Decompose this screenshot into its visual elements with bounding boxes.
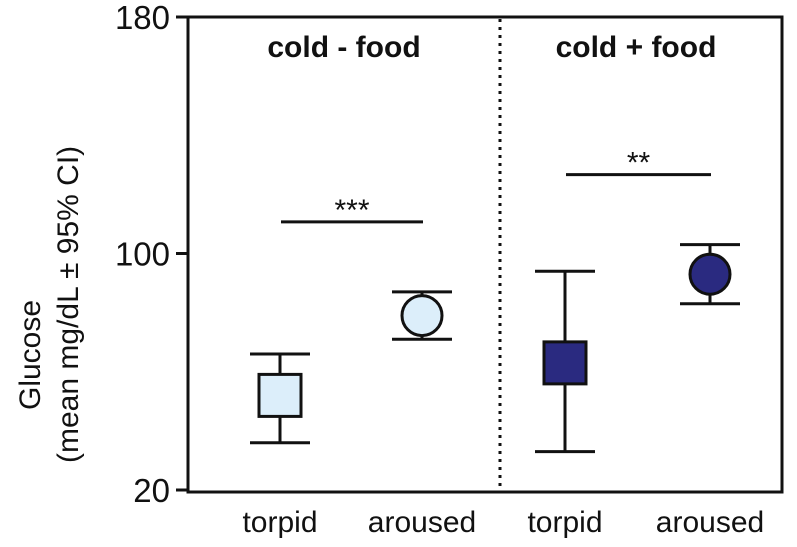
panel-title: cold + food: [556, 31, 717, 64]
mean-marker-square: [542, 340, 588, 386]
data-point-torpid: [250, 352, 310, 445]
y-tick-label: 100: [115, 236, 170, 273]
category-label: torpid: [242, 506, 317, 539]
significance-label: **: [627, 147, 651, 180]
panels: cold - food torpid aroused *** cold + food to…: [242, 31, 764, 539]
data-point-aroused: [680, 243, 740, 306]
significance-label: ***: [334, 194, 369, 227]
plot-area-border: [186, 15, 784, 494]
data-point-torpid: [535, 269, 595, 454]
panel-1: cold - food torpid aroused ***: [242, 31, 476, 539]
mean-marker-circle: [688, 252, 732, 296]
panel-2: cold + food torpid aroused **: [527, 31, 764, 539]
mean-marker-square: [257, 372, 303, 418]
category-label: torpid: [527, 506, 602, 539]
y-tick-label: 20: [133, 472, 170, 509]
y-tick-label: 180: [115, 0, 170, 36]
y-axis-label-line-2: (mean mg/dL ± 95% CI): [52, 145, 85, 463]
panel-title: cold - food: [267, 31, 420, 64]
category-label: aroused: [656, 506, 764, 539]
data-point-aroused: [392, 290, 452, 341]
category-label: aroused: [368, 506, 476, 539]
mean-marker-circle: [400, 294, 444, 338]
plot-frame: [186, 15, 784, 494]
y-axis-label: Glucose (mean mg/dL ± 95% CI): [0, 0, 100, 547]
y-axis-label-line-1: Glucose: [14, 299, 47, 410]
y-axis: 20 100 180: [115, 0, 188, 509]
